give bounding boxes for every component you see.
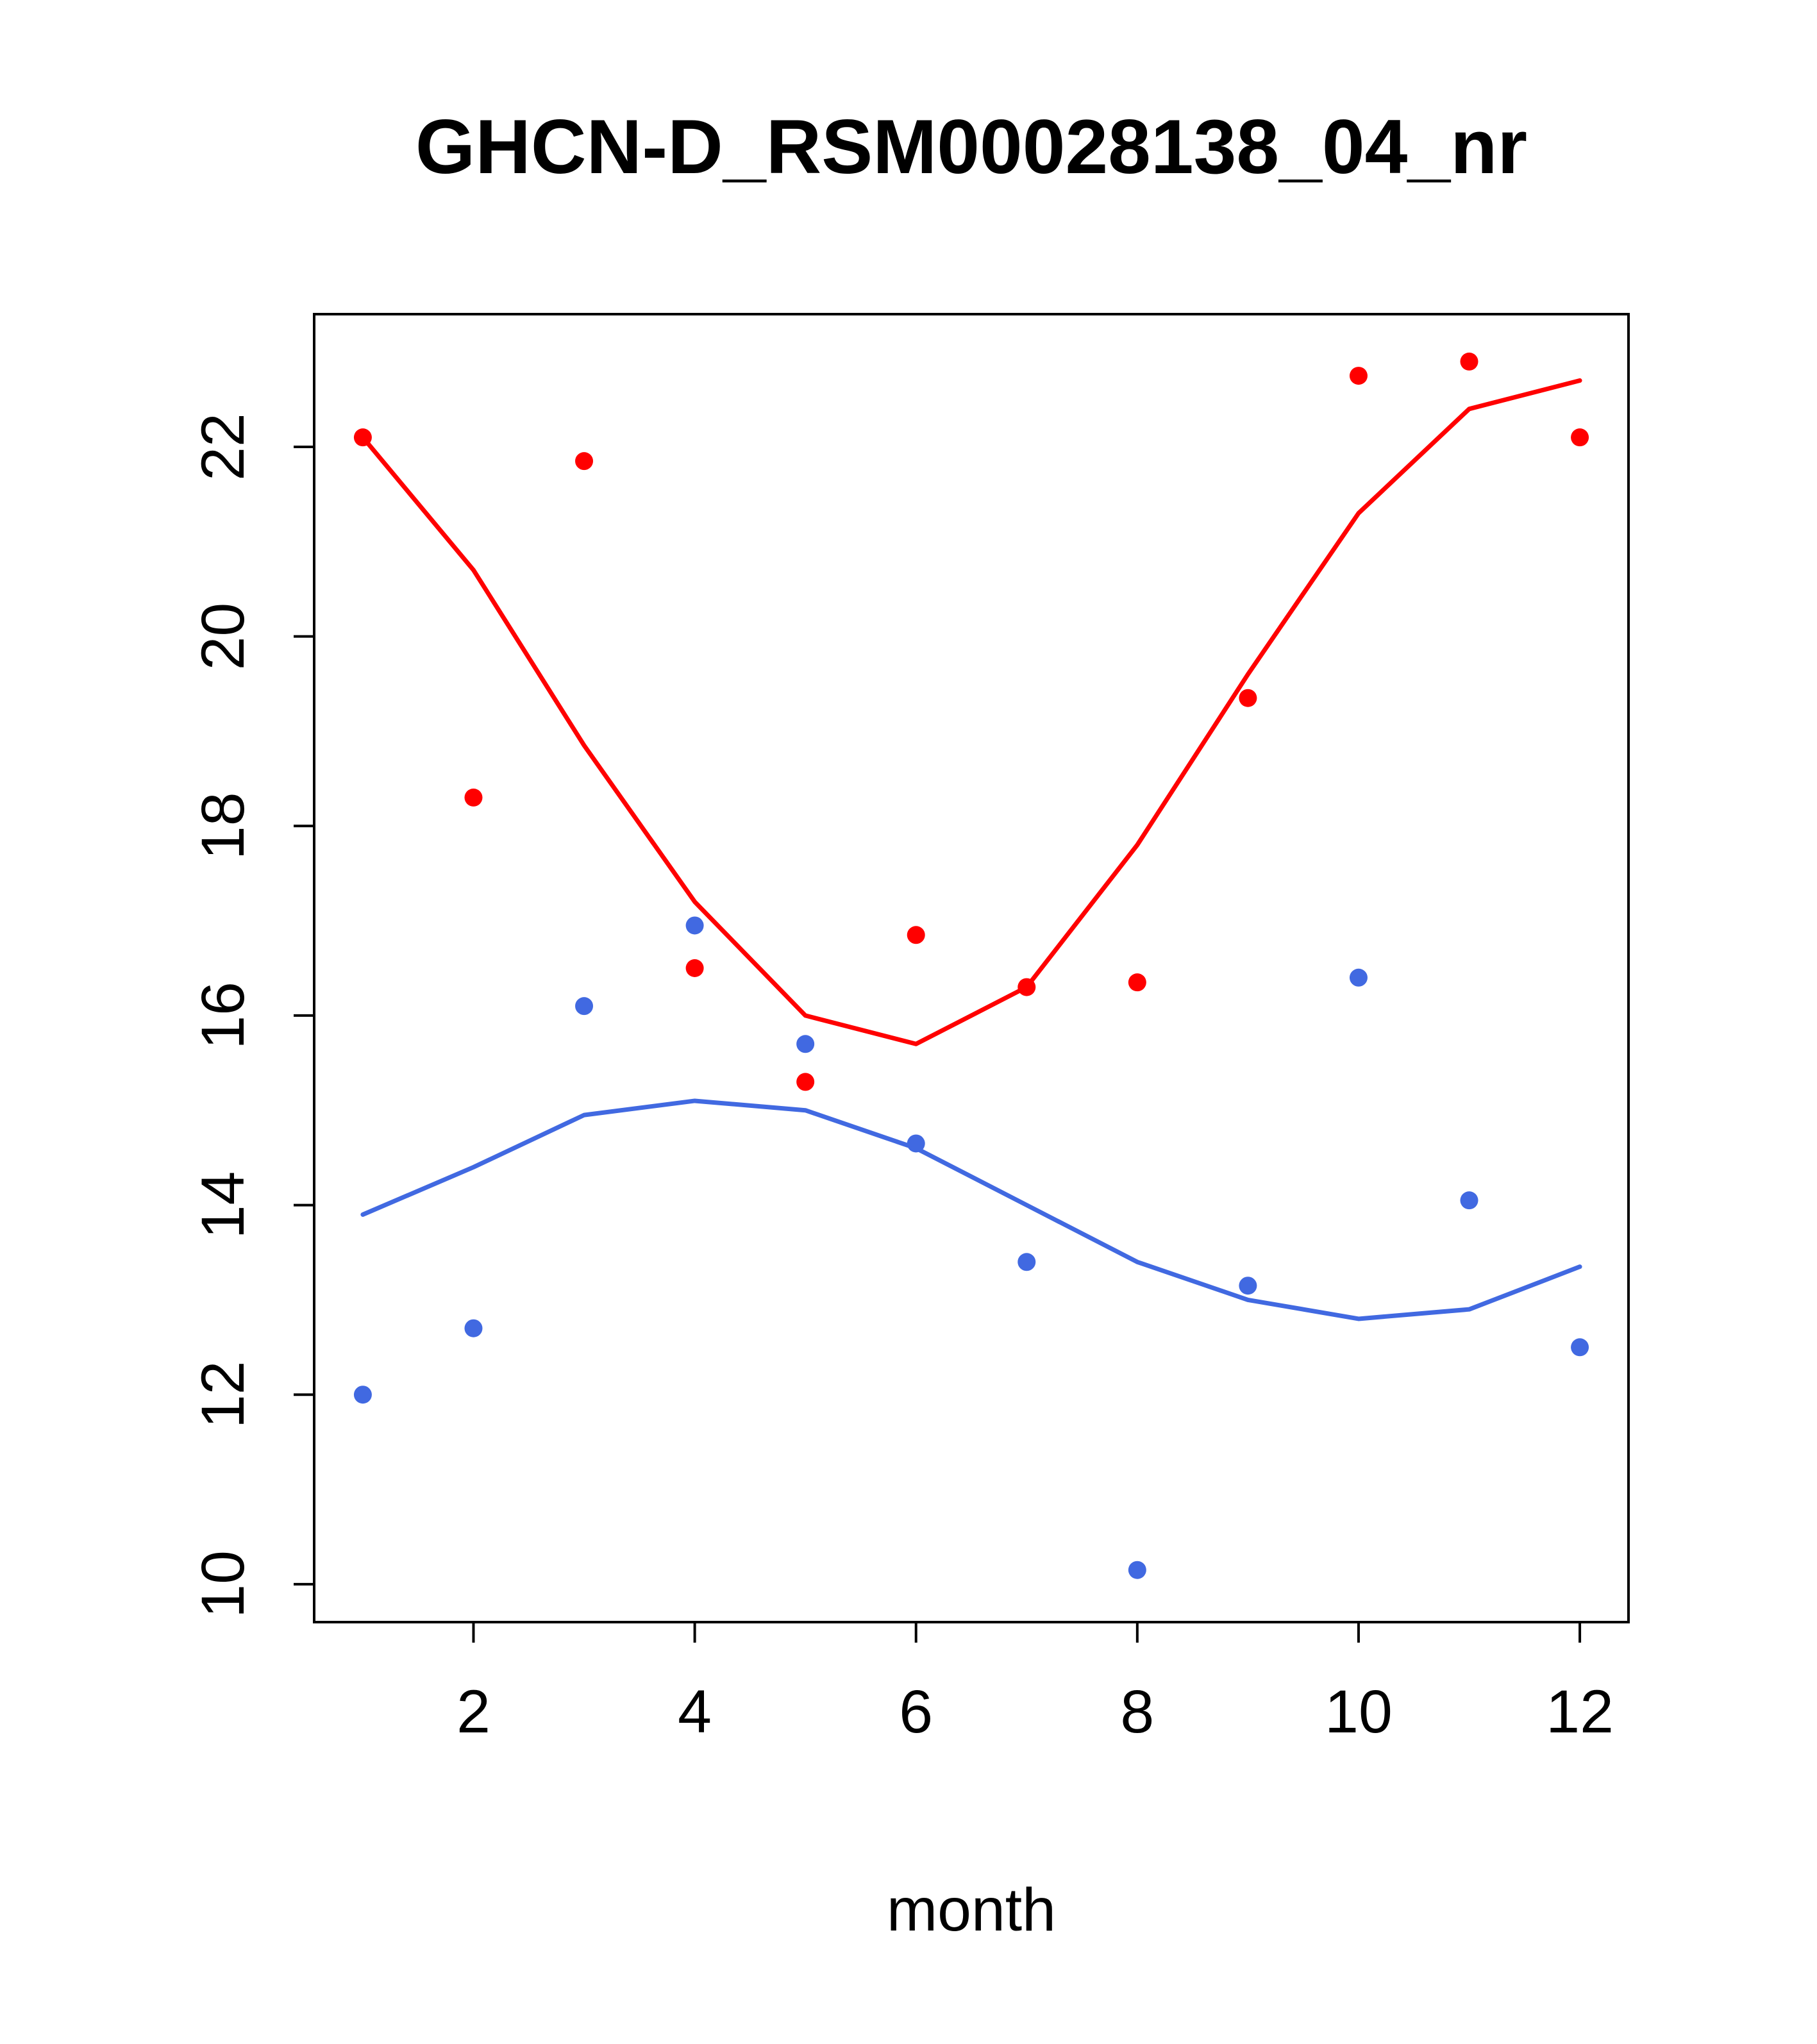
y-tick-label: 16	[189, 982, 257, 1050]
red-points-marker	[1460, 352, 1478, 371]
x-tick-label: 4	[678, 1678, 712, 1746]
blue-points-marker	[1349, 968, 1368, 987]
red-points-marker	[1349, 367, 1368, 385]
blue-points-marker	[575, 997, 594, 1016]
x-tick-label: 8	[1120, 1678, 1154, 1746]
y-tick-label: 10	[189, 1550, 257, 1618]
x-tick-label: 2	[456, 1678, 490, 1746]
y-tick-label: 20	[189, 603, 257, 671]
blue-points-marker	[1017, 1253, 1036, 1271]
red-points-marker	[796, 1073, 815, 1091]
blue-points-marker	[464, 1319, 483, 1337]
red-points-marker	[464, 788, 483, 807]
blue-points-marker	[907, 1134, 925, 1153]
chart-title: GHCN-D_RSM00028138_04_nr	[415, 104, 1528, 190]
red-trend-line	[360, 378, 1582, 1046]
blue-trend-line	[360, 1098, 1582, 1321]
y-tick-label: 12	[189, 1361, 257, 1428]
red-points-marker	[1128, 973, 1146, 992]
blue-points-marker	[1571, 1338, 1589, 1357]
red-points-marker	[353, 428, 372, 447]
plot-border	[313, 313, 1630, 1623]
blue-points-marker	[1460, 1191, 1478, 1210]
y-tick-label: 22	[189, 413, 257, 481]
x-tick-label: 10	[1325, 1678, 1393, 1746]
red-points-marker	[575, 452, 594, 471]
red-points-marker	[907, 926, 925, 944]
x-tick-label: 6	[899, 1678, 933, 1746]
red-points-marker	[1239, 689, 1257, 707]
blue-points-marker	[1128, 1561, 1146, 1579]
y-tick-label: 18	[189, 792, 257, 860]
blue-points-marker	[796, 1035, 815, 1053]
blue-points-marker	[353, 1386, 372, 1404]
blue-points-marker	[685, 916, 704, 935]
x-tick-label: 12	[1546, 1678, 1614, 1746]
red-points-marker	[1571, 428, 1589, 447]
x-axis-label: month	[886, 1876, 1057, 1944]
y-tick-label: 14	[189, 1171, 257, 1239]
red-points-marker	[1017, 978, 1036, 996]
red-points-marker	[685, 959, 704, 977]
blue-points-marker	[1239, 1277, 1257, 1295]
